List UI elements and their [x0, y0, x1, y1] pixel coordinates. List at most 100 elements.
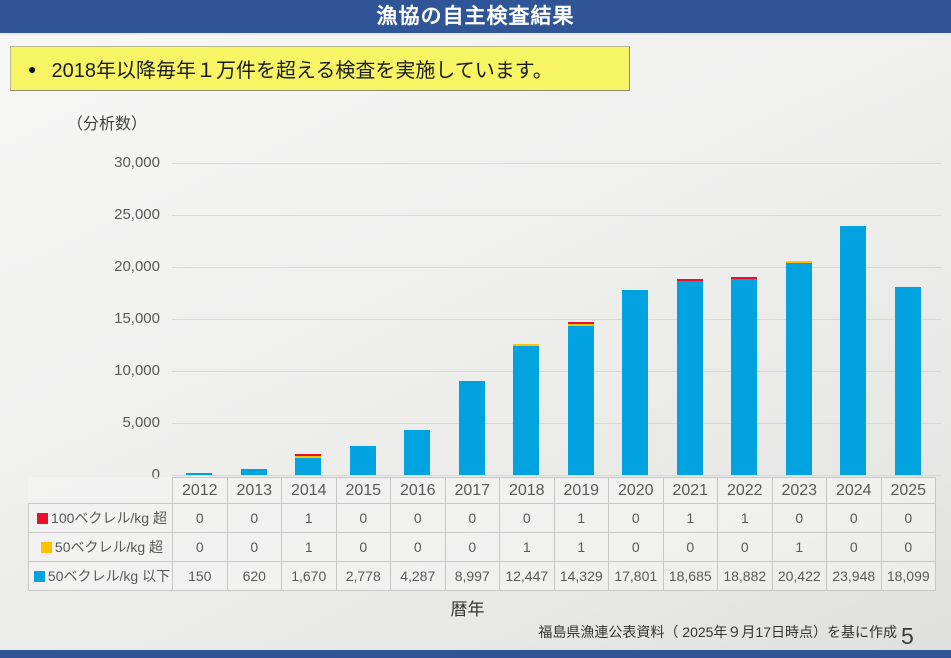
cell-over-50-2020: 0 [608, 532, 664, 562]
bar-segment-under-50 [785, 263, 812, 475]
y-tick-label: 25,000 [114, 206, 160, 223]
cell-under-50-2018: 12,447 [499, 561, 555, 591]
cell-over-100-2019: 1 [553, 503, 609, 533]
series-label-over-50: 50ベクレル/kg 超 [28, 532, 173, 562]
cell-over-100-2013: 0 [226, 503, 282, 533]
bar-segment-under-50 [458, 381, 485, 475]
source-note: 福島県漁連公表資料（ 2025年９月17日時点）を基に作成 [538, 624, 897, 640]
cell-under-50-2024: 23,948 [826, 561, 882, 591]
cell-over-100-2024: 0 [826, 503, 882, 533]
legend-swatch-over-50 [40, 542, 52, 553]
y-axis-title: （分析数） [67, 116, 148, 133]
table-row-under-50: 50ベクレル/kg 以下 150 620 1,670 2,778 4,287 8,997 12… [28, 561, 936, 591]
bar-segment-over-50 [295, 456, 322, 458]
bar-2020 [622, 290, 649, 475]
bar-segment-under-50 [513, 346, 540, 475]
cell-over-100-2017: 0 [444, 503, 500, 533]
year-header-2016: 2016 [390, 477, 446, 504]
bar-2025 [894, 287, 921, 475]
cell-over-100-2016: 0 [390, 503, 446, 533]
bar-segment-over-100 [295, 454, 322, 456]
legend-swatch-over-100 [37, 513, 49, 524]
cell-under-50-2022: 18,882 [717, 561, 773, 591]
bar-segment-under-50 [240, 469, 267, 475]
bar-segment-under-50 [295, 458, 322, 475]
bar-segment-under-50 [567, 326, 594, 475]
cell-under-50-2023: 20,422 [771, 561, 827, 591]
bar-2013 [240, 469, 267, 475]
cell-over-100-2022: 1 [717, 503, 773, 533]
cell-under-50-2012: 150 [172, 561, 228, 591]
bar-segment-under-50 [676, 281, 703, 475]
gridline [172, 215, 941, 216]
gridline [172, 163, 941, 164]
year-header-2025: 2025 [880, 477, 936, 504]
cell-over-50-2023: 1 [771, 532, 827, 562]
cell-under-50-2017: 8,997 [444, 561, 500, 591]
year-header-2024: 2024 [826, 477, 882, 504]
bar-2012 [186, 473, 213, 475]
gridline [172, 319, 941, 320]
series-label-over-100: 100ベクレル/kg 超 [28, 503, 173, 533]
bar-2024 [840, 226, 867, 475]
cell-over-50-2014: 1 [281, 532, 337, 562]
bottom-accent-bar [0, 650, 951, 658]
cell-over-100-2015: 0 [335, 503, 391, 533]
bar-segment-over-100 [731, 277, 758, 279]
bar-segment-under-50 [840, 226, 867, 475]
cell-over-100-2018: 0 [499, 503, 555, 533]
cell-over-50-2019: 1 [553, 532, 609, 562]
year-header-2020: 2020 [608, 477, 664, 504]
year-header-2018: 2018 [499, 477, 555, 504]
key-message-text: 2018年以降毎年１万件を超える検査を実施しています。 [51, 60, 553, 82]
bar-2019 [567, 322, 594, 475]
y-tick-label: 0 [151, 466, 160, 483]
cell-over-50-2012: 0 [172, 532, 228, 562]
bar-segment-over-50 [513, 344, 540, 346]
key-message-box: ● 2018年以降毎年１万件を超える検査を実施しています。 [10, 46, 630, 91]
cell-over-50-2024: 0 [826, 532, 882, 562]
year-header-2012: 2012 [172, 477, 228, 504]
bar-segment-under-50 [731, 279, 758, 475]
gridline [172, 475, 941, 476]
year-header-2021: 2021 [662, 477, 718, 504]
cell-under-50-2019: 14,329 [553, 561, 609, 591]
cell-over-50-2017: 0 [444, 532, 500, 562]
y-tick-label: 30,000 [114, 154, 160, 171]
page-number: 5 [901, 623, 914, 649]
cell-over-50-2021: 0 [662, 532, 718, 562]
legend-swatch-under-50 [33, 571, 45, 582]
year-header-2015: 2015 [335, 477, 391, 504]
cell-over-100-2020: 0 [608, 503, 664, 533]
gridline [172, 267, 941, 268]
bar-segment-under-50 [622, 290, 649, 475]
bar-segment-over-50 [785, 261, 812, 263]
bar-segment-over-50 [567, 324, 594, 326]
bar-2018 [513, 344, 540, 475]
bar-segment-over-100 [567, 322, 594, 324]
bar-2023 [785, 261, 812, 475]
cell-over-100-2021: 1 [662, 503, 718, 533]
cell-over-50-2015: 0 [335, 532, 391, 562]
cell-under-50-2025: 18,099 [880, 561, 936, 591]
bar-2015 [349, 446, 376, 475]
cell-over-100-2025: 0 [880, 503, 936, 533]
cell-under-50-2014: 1,670 [281, 561, 337, 591]
year-header-2014: 2014 [281, 477, 337, 504]
bar-2021 [676, 279, 703, 475]
data-table: 2012 2013 2014 2015 2016 2017 2018 2019 2020 2021… [28, 477, 936, 591]
year-header-2017: 2017 [444, 477, 500, 504]
cell-under-50-2021: 18,685 [662, 561, 718, 591]
cell-over-50-2022: 0 [717, 532, 773, 562]
y-tick-label: 20,000 [114, 258, 160, 275]
year-header-2022: 2022 [717, 477, 773, 504]
gridline [172, 423, 941, 424]
cell-under-50-2020: 17,801 [608, 561, 664, 591]
table-corner-cell [29, 478, 173, 504]
cell-over-50-2013: 0 [226, 532, 282, 562]
cell-under-50-2013: 620 [226, 561, 282, 591]
bar-segment-under-50 [404, 430, 431, 475]
bar-2014 [295, 454, 322, 475]
